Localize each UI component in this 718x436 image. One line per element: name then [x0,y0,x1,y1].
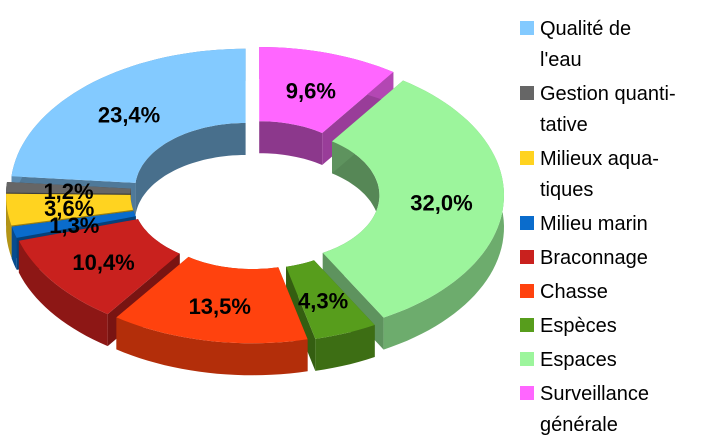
slice-top [259,47,394,133]
value-label: 9,6% [286,79,336,104]
slice-top [286,260,375,339]
slice-outer-wall [18,240,108,347]
slice-top [6,182,131,194]
slice-inner-wall [259,121,323,165]
slice-top [322,80,504,318]
legend-swatch [520,216,534,230]
slice-outer-wall [11,226,17,270]
legend-label: Qualité de l'eau [540,18,631,71]
value-label: 10,4% [72,250,134,275]
legend-label: Gestion quanti-tative [540,83,676,136]
slice-top [18,219,180,315]
value-label: 1,2% [43,179,93,204]
value-label: 1,3% [49,213,99,238]
legend-label: Braconnage [540,247,648,269]
legend-label: Milieux aqua-tiques [540,148,659,201]
value-label: 13,5% [189,294,251,319]
legend-swatch [520,386,534,400]
legend-swatch [520,352,534,366]
legend-label: Espèces [540,315,617,337]
legend-swatch [520,318,534,332]
value-label: 4,3% [298,288,348,313]
legend-swatch [520,21,534,35]
slice-outer-wall [6,193,12,258]
slice-top [11,48,246,183]
legend-swatch [520,250,534,264]
slice-outer-wall [315,325,375,371]
legend-swatch [520,284,534,298]
slice [116,256,308,376]
slice [322,80,504,350]
value-label: 3,6% [44,196,94,221]
legend-label: Espaces [540,349,617,371]
legend-label: Milieu marin [540,213,648,235]
slice-top [11,211,136,238]
slice-top [6,193,134,226]
legend-swatch [520,86,534,100]
slice-inner-wall [135,123,246,215]
value-label: 32,0% [410,190,472,215]
value-label: 23,4% [98,103,160,128]
slice-top [116,256,308,344]
legend-label: Surveillance générale [540,383,649,436]
legend-swatch [520,151,534,165]
legend-label: Chasse [540,281,608,303]
slice-outer-wall [116,317,308,376]
slice [286,260,375,371]
slice-end-wall [286,266,316,371]
